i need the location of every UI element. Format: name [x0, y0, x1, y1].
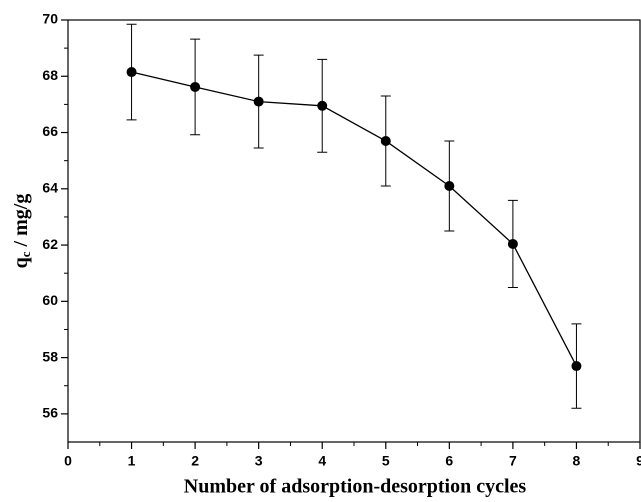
x-tick-label: 4: [318, 453, 326, 469]
plot-frame: [67, 19, 641, 443]
data-point: [507, 238, 518, 249]
x-tick-label: 9: [636, 453, 641, 469]
x-tick-label: 5: [382, 453, 390, 469]
y-axis-label: qc / mg/g: [10, 194, 33, 269]
y-tick-label: 56: [42, 405, 58, 421]
data-line: [131, 71, 578, 367]
x-tick-label: 3: [255, 453, 263, 469]
y-label-sub: c: [18, 251, 33, 257]
y-label-main: q: [10, 257, 32, 268]
y-tick-label: 62: [42, 236, 58, 252]
y-tick-label: 70: [42, 11, 58, 27]
data-point: [571, 361, 582, 372]
data-point: [126, 67, 137, 78]
y-tick-label: 66: [42, 123, 58, 139]
data-point: [190, 81, 201, 92]
x-tick-label: 7: [509, 453, 517, 469]
y-tick-label: 64: [42, 180, 58, 196]
y-tick-label: 60: [42, 292, 58, 308]
data-point: [253, 96, 264, 107]
x-axis-label: Number of adsorption-desorption cycles: [184, 476, 527, 498]
x-tick-label: 0: [64, 453, 72, 469]
y-tick-label: 58: [42, 348, 58, 364]
x-tick-label: 6: [445, 453, 453, 469]
x-tick-label: 1: [128, 453, 136, 469]
y-label-rest: / mg/g: [10, 194, 32, 252]
x-tick-label: 8: [573, 453, 581, 469]
data-point: [317, 100, 328, 111]
y-tick-label: 68: [42, 67, 58, 83]
data-point: [380, 135, 391, 146]
data-point: [444, 180, 455, 191]
x-tick-label: 2: [191, 453, 199, 469]
